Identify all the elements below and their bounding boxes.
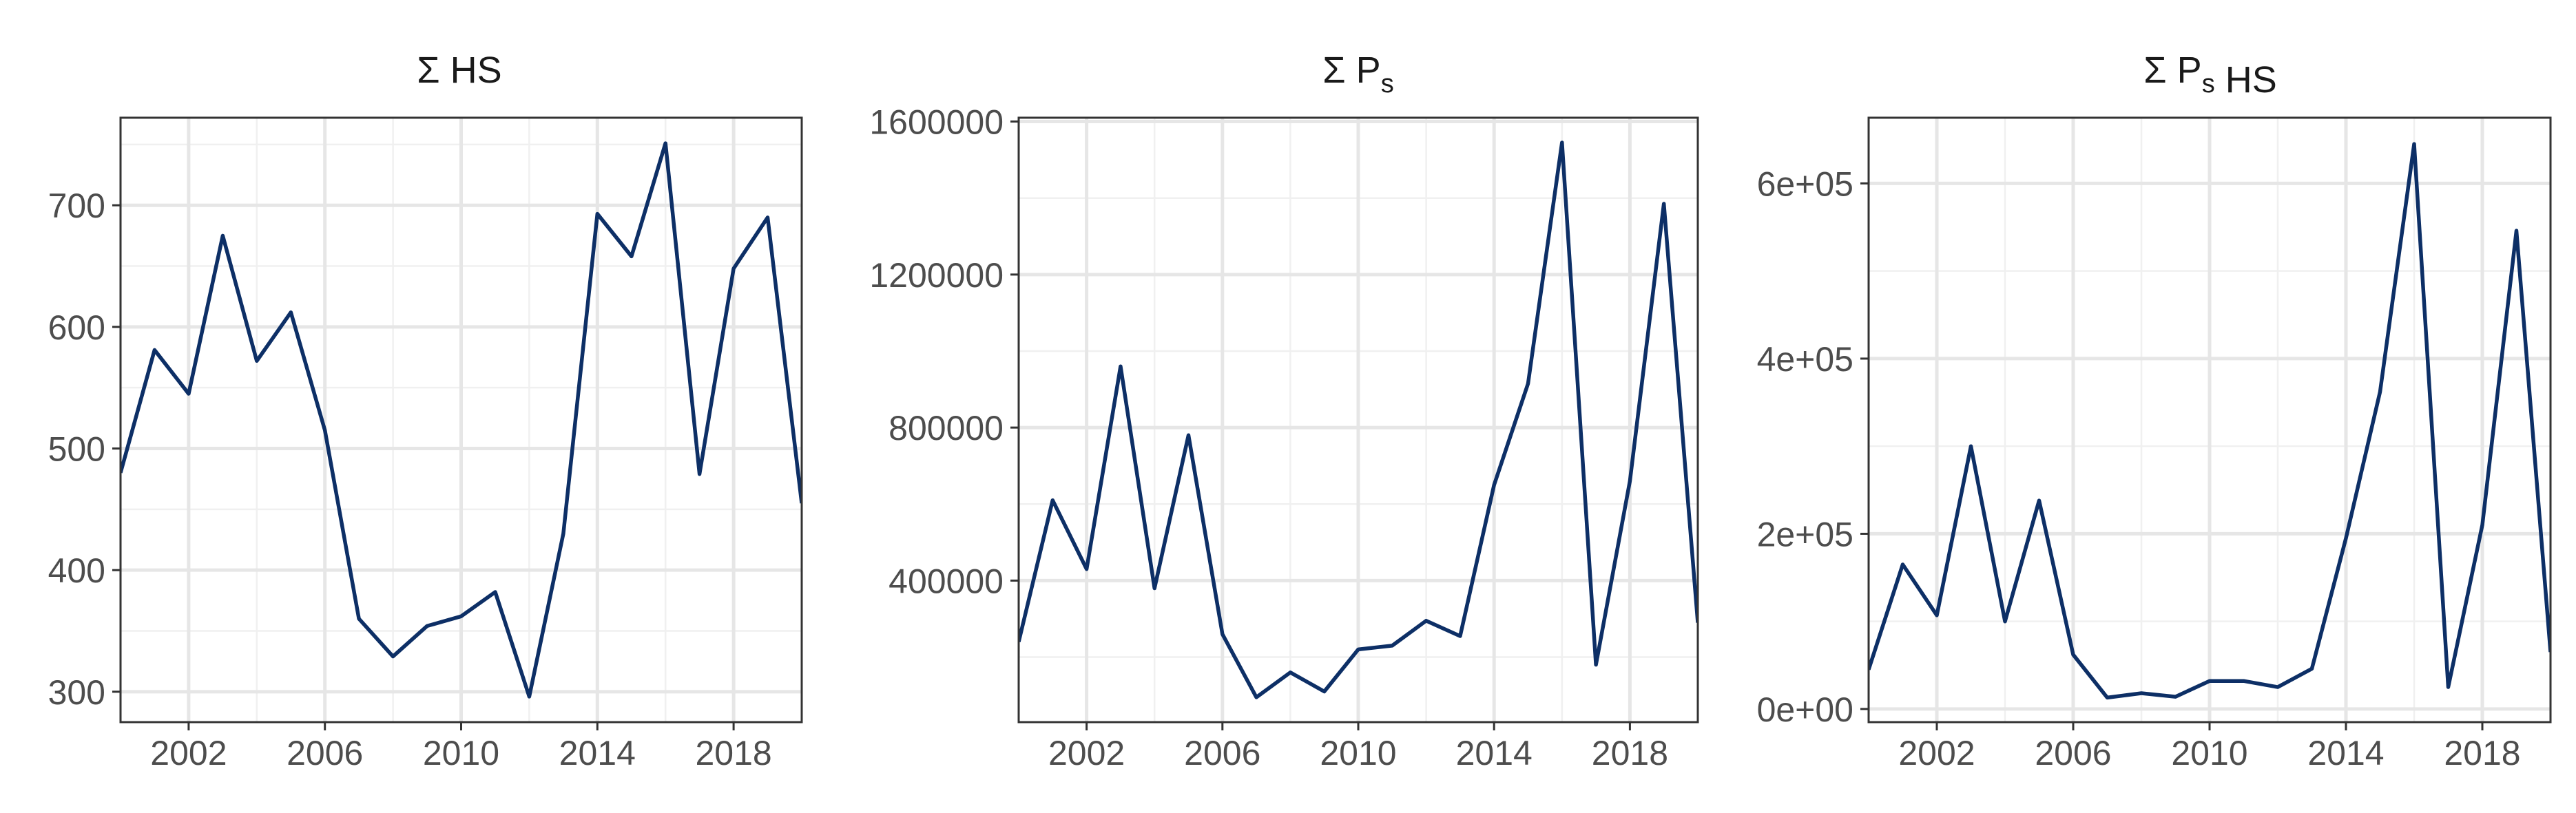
- panel-title: Σ Ps: [1322, 50, 1393, 98]
- x-tick-label: 2002: [1048, 734, 1125, 772]
- y-tick-label: 2e+05: [1757, 515, 1853, 553]
- panel-title-text: Σ P: [2143, 50, 2201, 91]
- x-tick-label: 2018: [2444, 734, 2520, 772]
- y-tick-label: 600: [48, 308, 105, 347]
- y-tick-label: 500: [48, 430, 105, 469]
- x-tick-label: 2006: [287, 734, 363, 772]
- y-tick-label: 800000: [889, 409, 1004, 447]
- series-line: [1869, 142, 2551, 700]
- panel-title-text: Σ P: [1322, 50, 1380, 91]
- panel-sum-hs: 2002 2006 2010 2014 2018 300 400 500 600 700 Σ HS: [48, 50, 803, 772]
- x-tick-label: 2006: [2035, 734, 2111, 772]
- y-tick-label: 6e+05: [1757, 165, 1853, 203]
- x-tick-label: 2002: [150, 734, 227, 772]
- x-tick-label: 2010: [1320, 734, 1396, 772]
- x-tick-label: 2014: [2307, 734, 2384, 772]
- panel-title: Σ Ps HS: [2143, 50, 2276, 101]
- panel-sum-ps-hs: 2002 2006 2010 2014 2018 0e+00 2e+05 4e+05 6e+05…: [1757, 50, 2552, 772]
- x-tick-label: 2006: [1184, 734, 1260, 772]
- panel-title-subscript: s: [2202, 70, 2215, 98]
- x-tick-label: 2018: [1592, 734, 1668, 772]
- panel-title: Σ HS: [417, 50, 501, 91]
- panel-sum-ps: 2002 2006 2010 2014 2018 400000 800000 1200000 1…: [869, 50, 1699, 772]
- series-line: [121, 141, 802, 699]
- panel-title-text: HS: [2215, 59, 2277, 101]
- y-tick-label: 300: [48, 673, 105, 712]
- x-tick-label: 2014: [559, 734, 636, 772]
- y-tick-label: 1200000: [869, 256, 1004, 295]
- panel-title-subscript: s: [1381, 70, 1394, 98]
- y-tick-label: 400: [48, 551, 105, 590]
- x-tick-label: 2018: [695, 734, 771, 772]
- y-tick-label: 1600000: [869, 103, 1004, 142]
- y-tick-label: 700: [48, 187, 105, 225]
- x-tick-label: 2014: [1456, 734, 1533, 772]
- x-tick-label: 2010: [423, 734, 499, 772]
- y-tick-label: 400000: [889, 562, 1004, 600]
- panel-title-text: Σ HS: [417, 50, 501, 91]
- y-tick-label: 4e+05: [1757, 340, 1853, 379]
- x-tick-label: 2002: [1898, 734, 1975, 772]
- y-tick-label: 0e+00: [1757, 690, 1853, 729]
- x-tick-label: 2010: [2171, 734, 2247, 772]
- series-line: [1019, 140, 1698, 699]
